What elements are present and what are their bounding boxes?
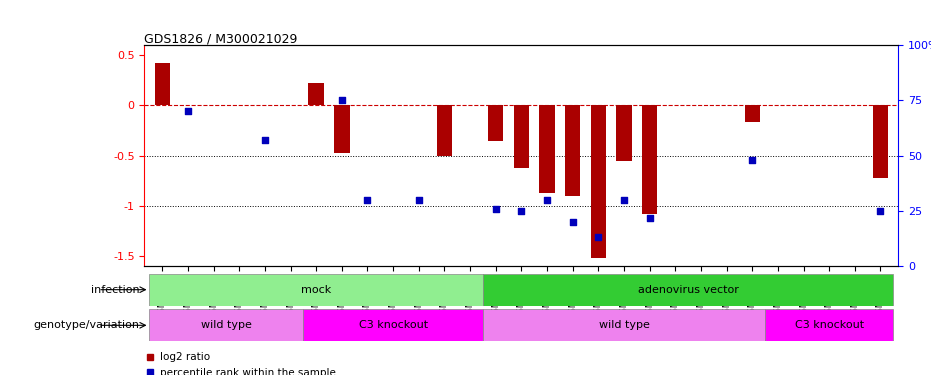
Text: mock: mock [301, 285, 331, 295]
Point [257, 137, 272, 143]
Bar [483, 274, 893, 306]
Point [412, 197, 426, 203]
Point [565, 219, 580, 225]
Text: adenovirus vector: adenovirus vector [638, 285, 738, 295]
Bar [150, 274, 483, 306]
Text: GDS1826 / M300021029: GDS1826 / M300021029 [144, 32, 298, 45]
Bar [483, 309, 765, 341]
Bar [334, 105, 349, 153]
Bar [765, 309, 893, 341]
Bar [616, 105, 631, 160]
Point [642, 214, 657, 220]
Bar [565, 105, 580, 196]
Text: genotype/variation: genotype/variation [34, 320, 140, 330]
Text: C3 knockout: C3 knockout [358, 320, 427, 330]
Point [514, 208, 529, 214]
Point [616, 197, 631, 203]
Text: C3 knockout: C3 knockout [794, 320, 864, 330]
Text: infection: infection [91, 285, 140, 295]
Text: wild type: wild type [201, 320, 251, 330]
Bar [539, 105, 555, 193]
Bar [488, 105, 504, 141]
Bar [514, 105, 529, 168]
Point [540, 197, 555, 203]
Legend: log2 ratio, percentile rank within the sample: log2 ratio, percentile rank within the s… [141, 348, 340, 375]
Bar [304, 309, 483, 341]
Bar [872, 105, 888, 178]
Bar [641, 105, 657, 214]
Bar [590, 105, 606, 258]
Point [334, 97, 349, 103]
Bar [437, 105, 452, 156]
Bar [308, 83, 324, 105]
Point [488, 206, 503, 212]
Bar [745, 105, 760, 122]
Bar [150, 309, 304, 341]
Point [181, 108, 196, 114]
Bar [155, 63, 170, 105]
Point [360, 197, 375, 203]
Text: wild type: wild type [599, 320, 650, 330]
Point [745, 157, 760, 163]
Point [873, 208, 888, 214]
Point [591, 234, 606, 240]
